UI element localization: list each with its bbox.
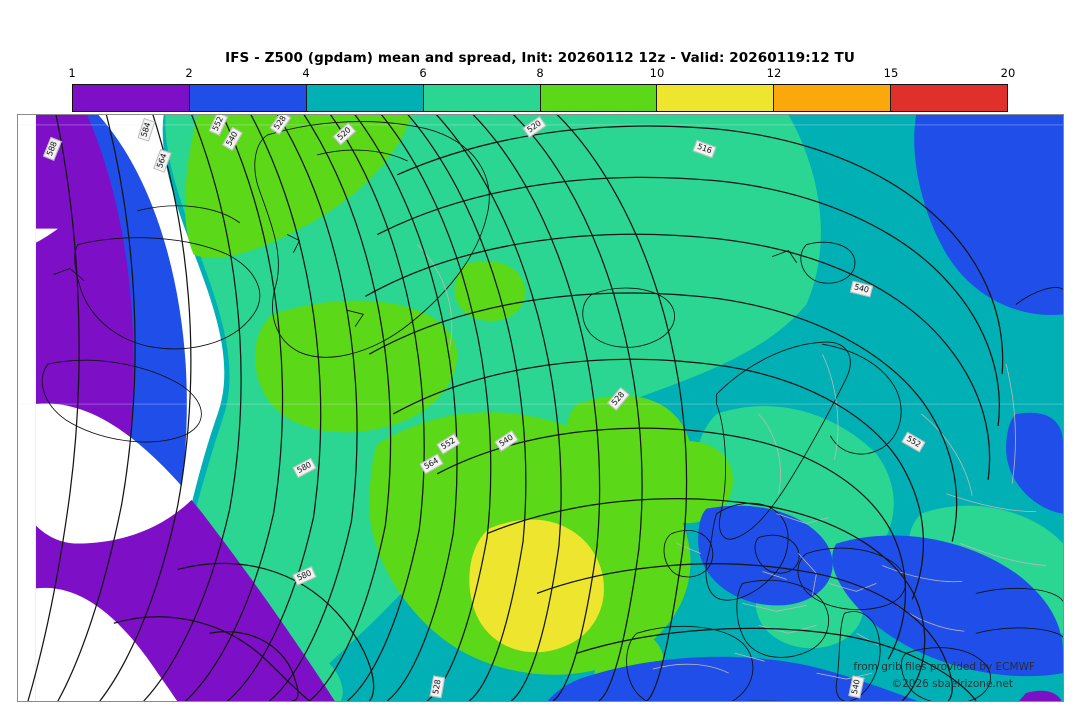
colorbar-tick: 1: [68, 66, 76, 80]
contour-lines: [27, 115, 1004, 701]
credit-source: from grib files provided by ECMWF: [853, 661, 1035, 673]
credit-copyright: ©2026 sbaelrizone.net: [891, 678, 1013, 690]
colorbar-segment-6-8: [423, 85, 541, 111]
colorbar-tick: 12: [766, 66, 782, 80]
colorbar-segment-12-15: [774, 85, 892, 111]
colorbar-segment-15-20: [891, 85, 1007, 111]
colorbar-tick: 8: [536, 66, 544, 80]
page-title: IFS - Z500 (gpdam) mean and spread, Init…: [225, 50, 855, 66]
colorbar-segment-4-6: [306, 85, 424, 111]
colorbar-tick: 6: [419, 66, 427, 80]
map-graphic: [18, 115, 1063, 701]
colorbar: 1 2 4 6 8 10 12 15 20: [68, 66, 1015, 112]
colorbar-tick: 4: [302, 66, 310, 80]
colorbar-segment-8-10: [540, 85, 658, 111]
colorbar-tick-labels: 1 2 4 6 8 10 12 15 20: [68, 66, 1015, 82]
map-canvas[interactable]: 588 584 564 552 540 528 520 520 516 540 …: [17, 114, 1064, 702]
colorbar-tick: 10: [649, 66, 665, 80]
colorbar-tick: 15: [883, 66, 899, 80]
colorbar-gradient: [72, 84, 1008, 112]
colorbar-tick: 20: [1000, 66, 1016, 80]
colorbar-tick: 2: [185, 66, 193, 80]
colorbar-segment-1-2: [73, 85, 190, 111]
colorbar-segment-10-12: [657, 85, 775, 111]
colorbar-segment-2-4: [189, 85, 307, 111]
